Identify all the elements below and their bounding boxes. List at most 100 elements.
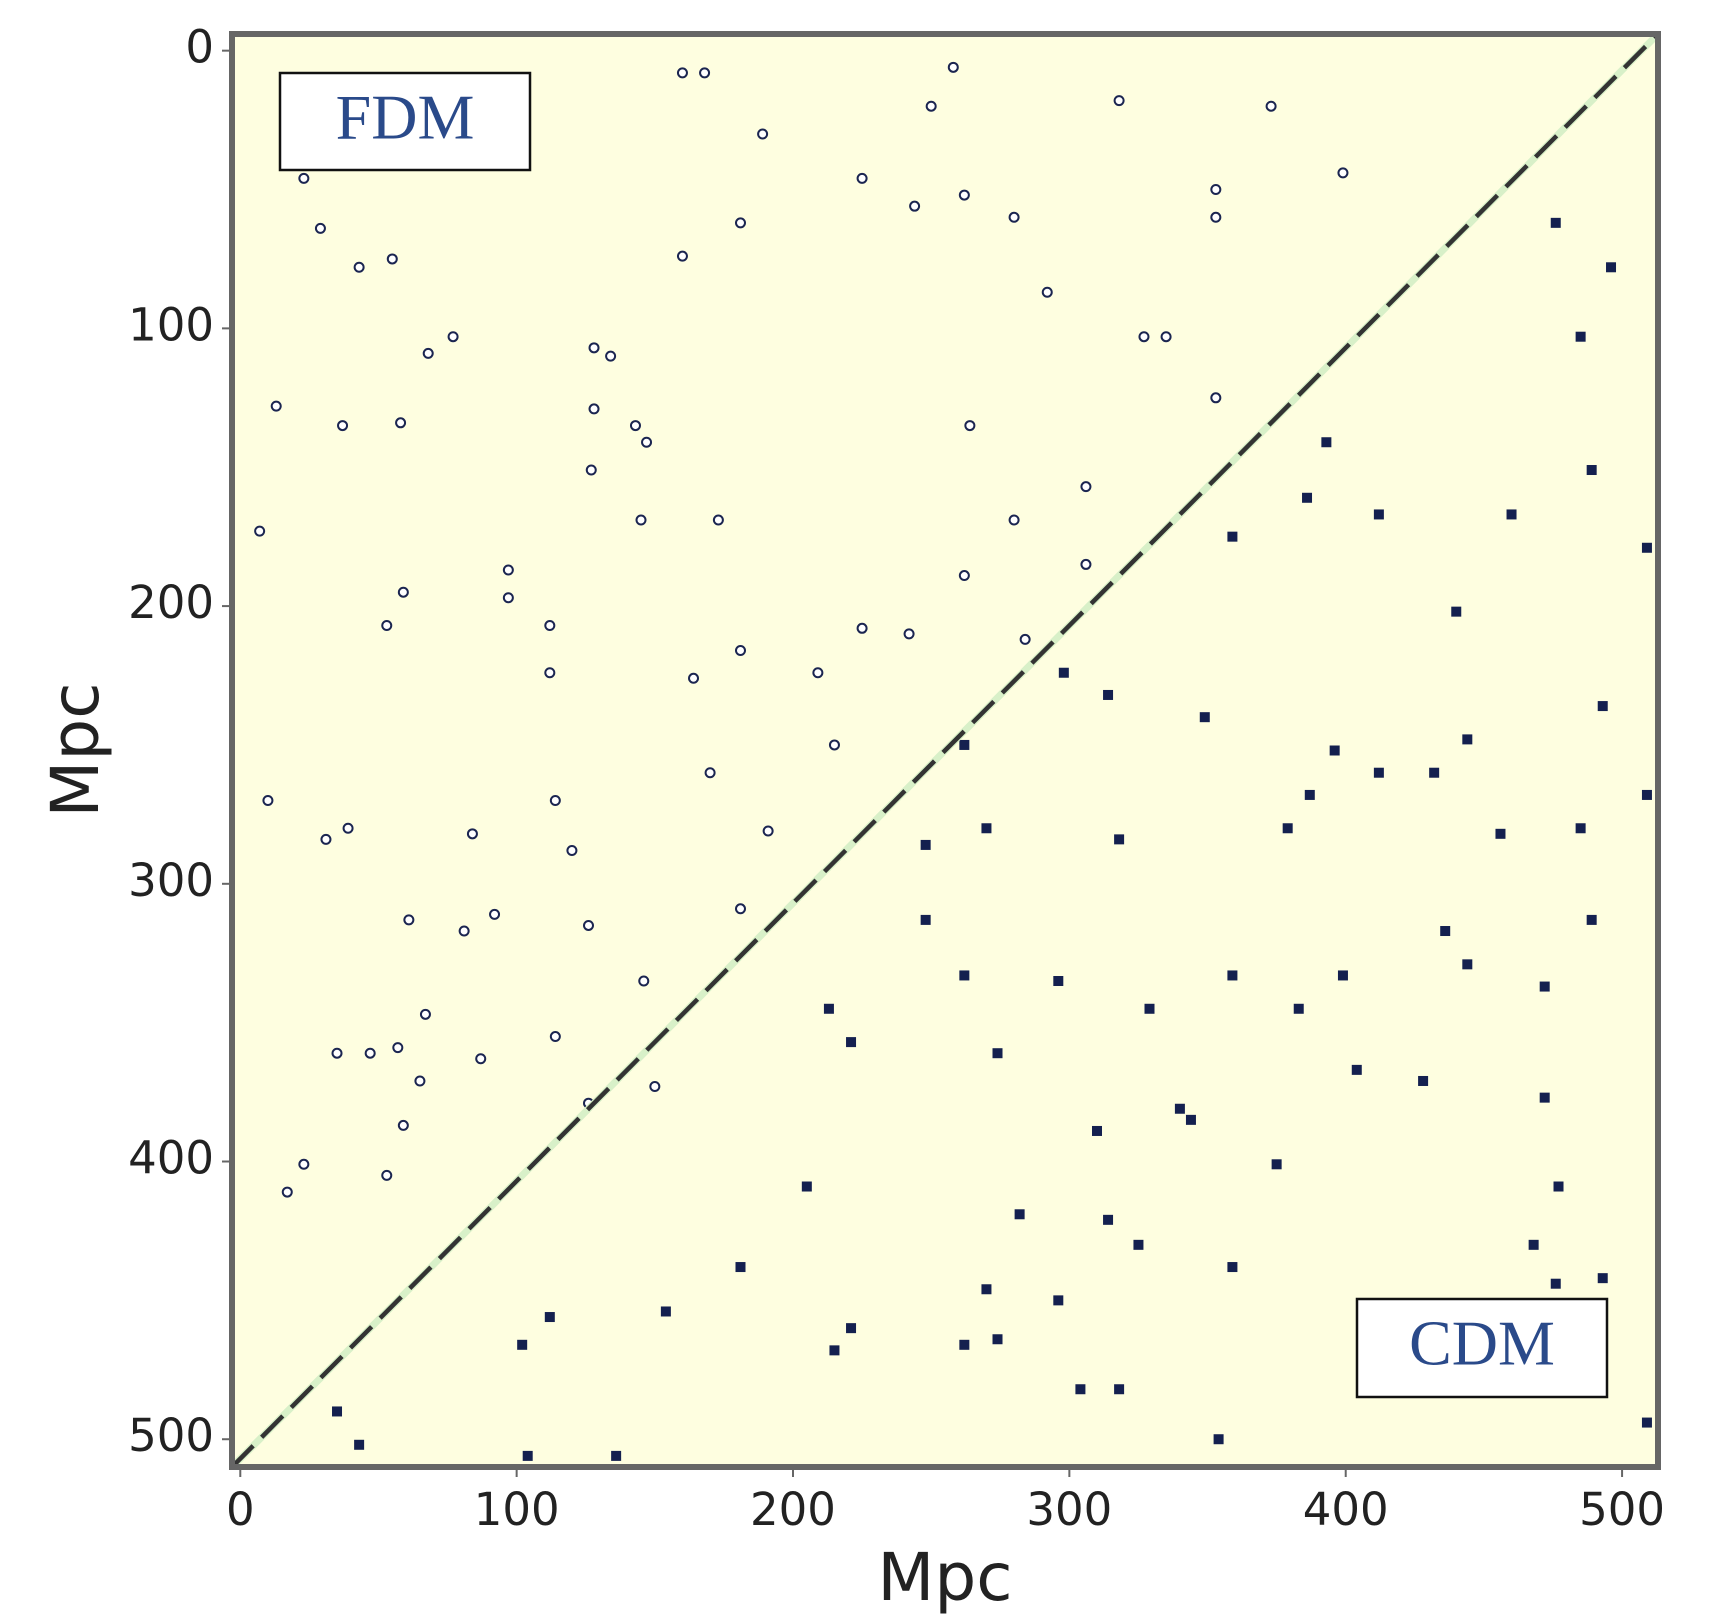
point	[1008, 211, 1020, 223]
point	[331, 1047, 343, 1059]
point	[1174, 1103, 1185, 1114]
x-tick-label: 0	[226, 1483, 255, 1536]
point	[1185, 1114, 1196, 1125]
point	[1418, 1075, 1429, 1086]
point	[1114, 1384, 1125, 1395]
point	[823, 1003, 834, 1014]
point	[381, 1169, 393, 1181]
point	[1103, 689, 1114, 700]
point	[549, 1031, 561, 1043]
point	[635, 514, 647, 526]
point	[1451, 606, 1462, 617]
point	[611, 1450, 622, 1461]
y-axis-label: Mpc	[37, 682, 114, 817]
point	[544, 620, 556, 632]
x-tick-label: 400	[1303, 1483, 1389, 1536]
x-tick-label: 300	[1026, 1483, 1112, 1536]
point	[1227, 531, 1238, 542]
point	[342, 822, 354, 834]
point	[1210, 184, 1222, 196]
point	[1199, 712, 1210, 723]
point	[1210, 392, 1222, 404]
point	[1641, 542, 1652, 553]
point	[846, 1323, 857, 1334]
point	[1528, 1239, 1539, 1250]
annotation-box	[278, 71, 532, 172]
point	[735, 1262, 746, 1273]
point	[649, 1081, 661, 1093]
point	[992, 1334, 1003, 1345]
point	[475, 1053, 487, 1065]
point	[1227, 1262, 1238, 1273]
point	[981, 823, 992, 834]
point	[1282, 823, 1293, 834]
point	[704, 767, 716, 779]
point	[1265, 100, 1277, 112]
point	[1008, 514, 1020, 526]
point	[1091, 1125, 1102, 1136]
point	[992, 1048, 1003, 1059]
point	[386, 253, 398, 265]
point	[447, 331, 459, 343]
point	[660, 1306, 671, 1317]
point	[712, 514, 724, 526]
point	[1053, 1295, 1064, 1306]
point	[958, 570, 970, 582]
point	[629, 420, 641, 432]
point	[846, 1037, 857, 1048]
point	[502, 564, 514, 576]
point	[1429, 767, 1440, 778]
point	[1138, 331, 1150, 343]
point	[549, 794, 561, 806]
point	[489, 908, 501, 920]
point	[1014, 1209, 1025, 1220]
point	[1329, 745, 1340, 756]
y-tick-label: 400	[128, 1132, 214, 1185]
point	[1550, 1278, 1561, 1289]
point	[281, 1186, 293, 1198]
point	[1337, 167, 1349, 179]
point	[298, 172, 310, 184]
x-tick-label: 200	[750, 1483, 836, 1536]
point	[1351, 1064, 1362, 1075]
point	[1553, 1181, 1564, 1192]
point	[332, 1406, 343, 1417]
point	[544, 1312, 555, 1323]
point	[856, 172, 868, 184]
point	[1113, 95, 1125, 107]
y-tick-label: 100	[128, 298, 214, 351]
point	[1133, 1239, 1144, 1250]
point	[829, 1345, 840, 1356]
point	[958, 189, 970, 201]
y-tick-label: 0	[185, 21, 214, 74]
point	[544, 667, 556, 679]
point	[566, 844, 578, 856]
point	[1373, 509, 1384, 520]
point	[262, 794, 274, 806]
point	[734, 903, 746, 915]
annotation: FDM	[336, 82, 475, 153]
point	[1019, 633, 1031, 645]
point	[1053, 976, 1064, 987]
point	[583, 919, 594, 931]
point	[762, 825, 774, 837]
point	[1302, 492, 1313, 503]
point	[320, 833, 332, 845]
point	[757, 128, 769, 140]
point	[517, 1339, 528, 1350]
point	[1210, 211, 1222, 223]
point	[588, 403, 600, 415]
point	[828, 739, 840, 751]
point	[1506, 509, 1517, 520]
point	[1606, 262, 1617, 273]
point	[1495, 828, 1506, 839]
annotation-box	[1355, 1297, 1609, 1399]
point	[856, 622, 868, 634]
point	[1462, 959, 1473, 970]
reference-line	[230, 32, 1660, 1469]
point	[964, 420, 976, 432]
point	[522, 1450, 533, 1461]
point	[641, 436, 653, 448]
y-tick-label: 300	[128, 854, 214, 907]
point	[1586, 914, 1597, 925]
